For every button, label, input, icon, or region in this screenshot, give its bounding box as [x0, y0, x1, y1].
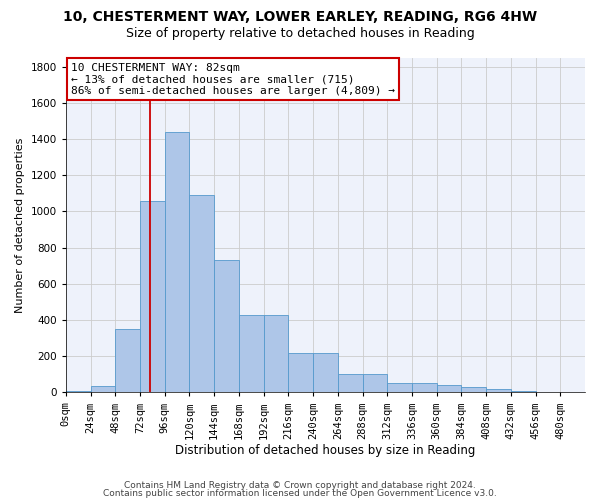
Bar [437, 385, 461, 392]
X-axis label: Distribution of detached houses by size in Reading: Distribution of detached houses by size … [175, 444, 476, 458]
Text: Contains public sector information licensed under the Open Government Licence v3: Contains public sector information licen… [103, 488, 497, 498]
Bar [486, 389, 511, 392]
Text: 10, CHESTERMENT WAY, LOWER EARLEY, READING, RG6 4HW: 10, CHESTERMENT WAY, LOWER EARLEY, READI… [63, 10, 537, 24]
Bar [115, 329, 140, 392]
Bar [387, 384, 412, 392]
Text: Size of property relative to detached houses in Reading: Size of property relative to detached ho… [125, 28, 475, 40]
Bar [91, 386, 115, 392]
Bar [263, 314, 289, 392]
Bar [239, 314, 263, 392]
Bar [289, 354, 313, 393]
Text: Contains HM Land Registry data © Crown copyright and database right 2024.: Contains HM Land Registry data © Crown c… [124, 481, 476, 490]
Text: 10 CHESTERMENT WAY: 82sqm
← 13% of detached houses are smaller (715)
86% of semi: 10 CHESTERMENT WAY: 82sqm ← 13% of detac… [71, 62, 395, 96]
Bar [511, 390, 536, 392]
Bar [140, 202, 165, 392]
Bar [362, 374, 387, 392]
Bar [214, 260, 239, 392]
Bar [461, 387, 486, 392]
Bar [313, 354, 338, 393]
Y-axis label: Number of detached properties: Number of detached properties [15, 138, 25, 312]
Bar [190, 195, 214, 392]
Bar [165, 132, 190, 392]
Bar [338, 374, 362, 392]
Bar [412, 384, 437, 392]
Bar [66, 390, 91, 392]
